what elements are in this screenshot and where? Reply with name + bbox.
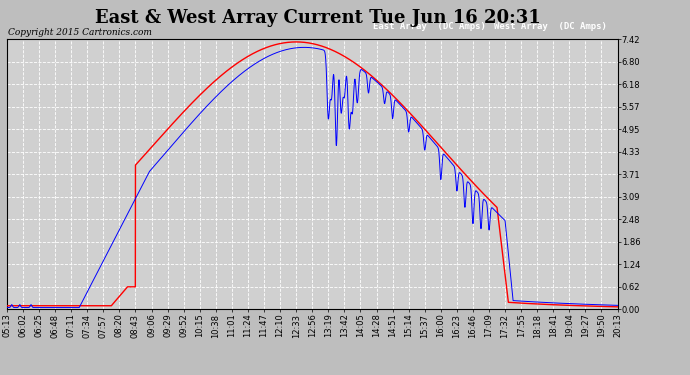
Text: East & West Array Current Tue Jun 16 20:31: East & West Array Current Tue Jun 16 20:… bbox=[95, 9, 540, 27]
Text: Copyright 2015 Cartronics.com: Copyright 2015 Cartronics.com bbox=[8, 28, 152, 37]
Text: West Array  (DC Amps): West Array (DC Amps) bbox=[494, 21, 607, 31]
Text: East Array  (DC Amps): East Array (DC Amps) bbox=[373, 21, 486, 31]
